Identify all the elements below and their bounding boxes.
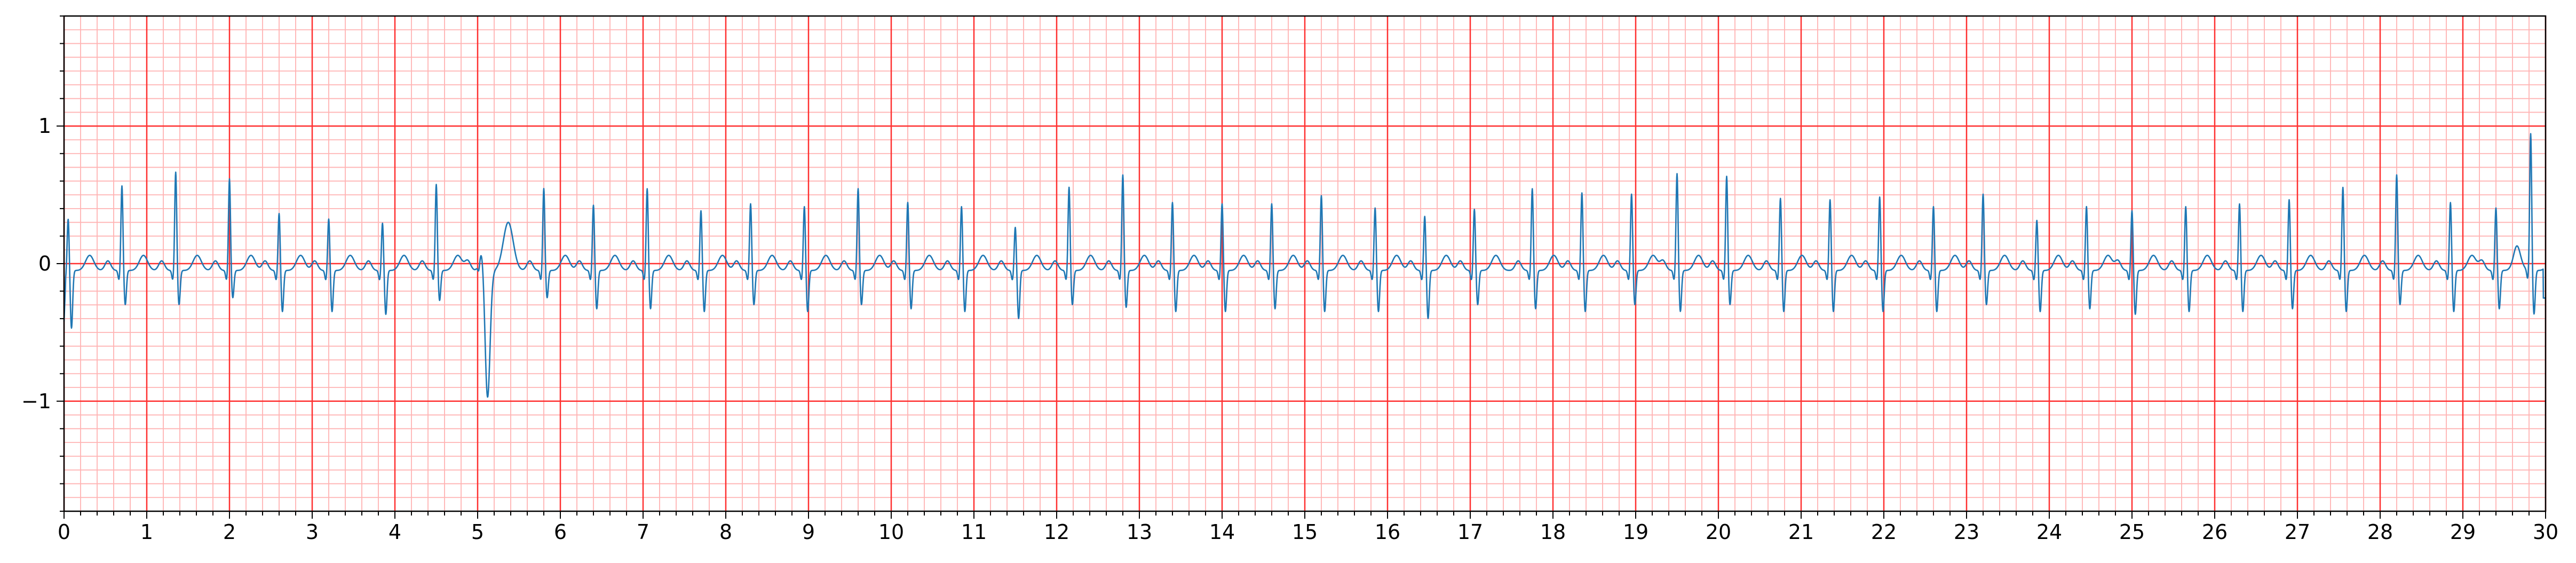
x-tick-label: 12 xyxy=(1044,520,1069,544)
x-tick-label: 29 xyxy=(2450,520,2476,544)
x-tick-label: 25 xyxy=(2119,520,2145,544)
x-tick-label: 0 xyxy=(58,520,70,544)
ecg-trace-group xyxy=(63,133,2546,398)
x-tick-label: 2 xyxy=(223,520,236,544)
x-tick-label: 18 xyxy=(1540,520,1566,544)
x-tick-label: 28 xyxy=(2367,520,2393,544)
x-tick-label: 15 xyxy=(1292,520,1318,544)
x-tick-label: 9 xyxy=(802,520,815,544)
x-tick-label: 5 xyxy=(471,520,484,544)
x-tick-label: 14 xyxy=(1209,520,1235,544)
x-axis-ticks: 0 1 2 3 4 5 6 7 8 9 10 11 12 13 14 15 16 17 18 19 20 21 22 23 24… xyxy=(58,511,2558,544)
ecg-trace xyxy=(63,133,2546,398)
y-tick-label: 1 xyxy=(38,114,51,138)
x-tick-label: 26 xyxy=(2202,520,2228,544)
y-tick-label: −1 xyxy=(21,390,51,413)
y-axis-ticks: −1 0 1 xyxy=(21,15,64,512)
x-tick-label: 23 xyxy=(1954,520,1979,544)
x-tick-label: 20 xyxy=(1706,520,1731,544)
x-tick-label: 6 xyxy=(554,520,567,544)
x-tick-label: 21 xyxy=(1788,520,1814,544)
x-tick-label: 7 xyxy=(637,520,649,544)
x-tick-label: 30 xyxy=(2533,520,2558,544)
x-tick-label: 3 xyxy=(306,520,319,544)
x-tick-label: 1 xyxy=(140,520,153,544)
x-tick-label: 24 xyxy=(2036,520,2062,544)
y-tick-label: 0 xyxy=(38,252,51,275)
x-tick-label: 13 xyxy=(1127,520,1152,544)
x-tick-label: 11 xyxy=(961,520,987,544)
x-tick-label: 19 xyxy=(1623,520,1648,544)
x-tick-label: 8 xyxy=(719,520,732,544)
x-tick-label: 10 xyxy=(878,520,904,544)
x-tick-label: 22 xyxy=(1871,520,1897,544)
x-tick-label: 17 xyxy=(1457,520,1483,544)
x-tick-label: 4 xyxy=(389,520,401,544)
x-tick-label: 27 xyxy=(2285,520,2310,544)
x-tick-label: 16 xyxy=(1375,520,1400,544)
